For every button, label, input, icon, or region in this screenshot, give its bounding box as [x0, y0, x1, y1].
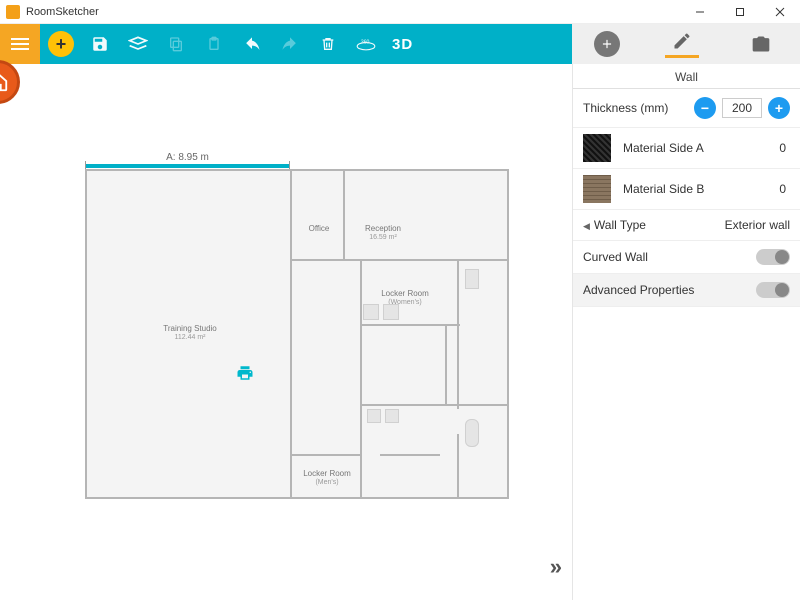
room-name: Training Studio — [163, 324, 217, 333]
material-a-swatch[interactable] — [583, 134, 611, 162]
fixture — [385, 409, 399, 423]
selected-wall[interactable] — [85, 164, 290, 168]
wall[interactable] — [380, 454, 440, 456]
floorplan: Training Studio 112.44 m² Office Recepti… — [85, 169, 509, 499]
material-b-swatch[interactable] — [583, 175, 611, 203]
material-a-value: 0 — [779, 141, 790, 155]
window-minimize-button[interactable] — [680, 0, 720, 24]
panel-title: Wall — [573, 64, 800, 89]
material-a-row[interactable]: Material Side A 0 — [573, 128, 800, 169]
wall[interactable] — [343, 169, 345, 259]
room-area: 16.59 m² — [353, 234, 413, 242]
delete-icon[interactable] — [316, 32, 340, 56]
properties-panel: Wall Thickness (mm) − 200 + Material Sid… — [572, 64, 800, 600]
app-icon — [6, 5, 20, 19]
app-title: RoomSketcher — [26, 6, 680, 18]
wall[interactable] — [343, 169, 509, 171]
dimension-a-label: A: 8.95 m — [85, 152, 290, 163]
levels-icon[interactable] — [126, 32, 150, 56]
wall[interactable] — [445, 324, 447, 404]
fixture — [465, 419, 479, 447]
floorplan-canvas[interactable]: A: 8.95 m B: 8.70 m ➤ Training Studio 11… — [0, 64, 572, 600]
curved-wall-toggle[interactable] — [756, 249, 790, 265]
thickness-decrease-button[interactable]: − — [694, 97, 716, 119]
room-name: Locker Room — [381, 289, 429, 298]
copy-icon[interactable] — [164, 32, 188, 56]
thickness-row: Thickness (mm) − 200 + — [573, 89, 800, 128]
thickness-input[interactable]: 200 — [722, 98, 762, 118]
wall[interactable] — [360, 259, 362, 499]
window-titlebar: RoomSketcher — [0, 0, 800, 24]
camera-tab[interactable] — [744, 34, 778, 54]
wall[interactable] — [290, 454, 360, 456]
wall-type-value: Exterior wall — [725, 218, 790, 232]
svg-text:360: 360 — [361, 39, 370, 45]
room-label-training: Training Studio 112.44 m² — [140, 324, 240, 342]
fixture — [383, 304, 399, 320]
redo-icon[interactable] — [278, 32, 302, 56]
material-b-label: Material Side B — [623, 182, 767, 196]
wall[interactable] — [360, 404, 509, 406]
right-panel-tabs — [572, 24, 800, 64]
advanced-properties-row: Advanced Properties — [573, 274, 800, 307]
edit-tab[interactable] — [665, 31, 699, 58]
room-label-reception: Reception 16.59 m² — [353, 224, 413, 242]
thickness-increase-button[interactable]: + — [768, 97, 790, 119]
undo-icon[interactable] — [240, 32, 264, 56]
expand-panel-button[interactable]: » — [550, 554, 556, 580]
add-button[interactable]: + — [48, 31, 74, 57]
advanced-label: Advanced Properties — [583, 283, 694, 297]
window-close-button[interactable] — [760, 0, 800, 24]
room-area: 112.44 m² — [140, 334, 240, 342]
wall-type-row[interactable]: Wall Type Exterior wall — [573, 210, 800, 241]
3d-mode-button[interactable]: 3D — [392, 36, 413, 53]
room-label-locker-mens: Locker Room (Men's) — [297, 469, 357, 487]
main-toolbar: + 360 3D — [40, 24, 572, 64]
material-a-label: Material Side A — [623, 141, 767, 155]
paste-icon[interactable] — [202, 32, 226, 56]
360-icon[interactable]: 360 — [354, 32, 378, 56]
material-b-row[interactable]: Material Side B 0 — [573, 169, 800, 210]
room-label-office: Office — [299, 224, 339, 234]
advanced-toggle[interactable] — [756, 282, 790, 298]
room-name: Locker Room — [303, 469, 351, 478]
wall[interactable] — [290, 169, 292, 499]
curved-wall-row: Curved Wall — [573, 241, 800, 274]
wall[interactable] — [343, 259, 509, 261]
wall[interactable] — [457, 259, 459, 409]
room-name: Reception — [365, 224, 401, 233]
curved-wall-label: Curved Wall — [583, 250, 648, 264]
main-toolbar-row: + 360 3D — [0, 24, 800, 64]
fixture — [367, 409, 381, 423]
wall[interactable] — [457, 434, 459, 499]
menu-button[interactable] — [0, 24, 40, 64]
thickness-label: Thickness (mm) — [583, 101, 668, 115]
room-sub: (Men's) — [297, 479, 357, 487]
add-element-tab[interactable] — [594, 31, 620, 57]
room-name: Office — [309, 224, 330, 233]
printer-icon — [235, 364, 255, 387]
material-b-value: 0 — [779, 182, 790, 196]
wall-type-label: Wall Type — [583, 218, 646, 232]
save-icon[interactable] — [88, 32, 112, 56]
fixture — [465, 269, 479, 289]
window-maximize-button[interactable] — [720, 0, 760, 24]
fixture — [363, 304, 379, 320]
